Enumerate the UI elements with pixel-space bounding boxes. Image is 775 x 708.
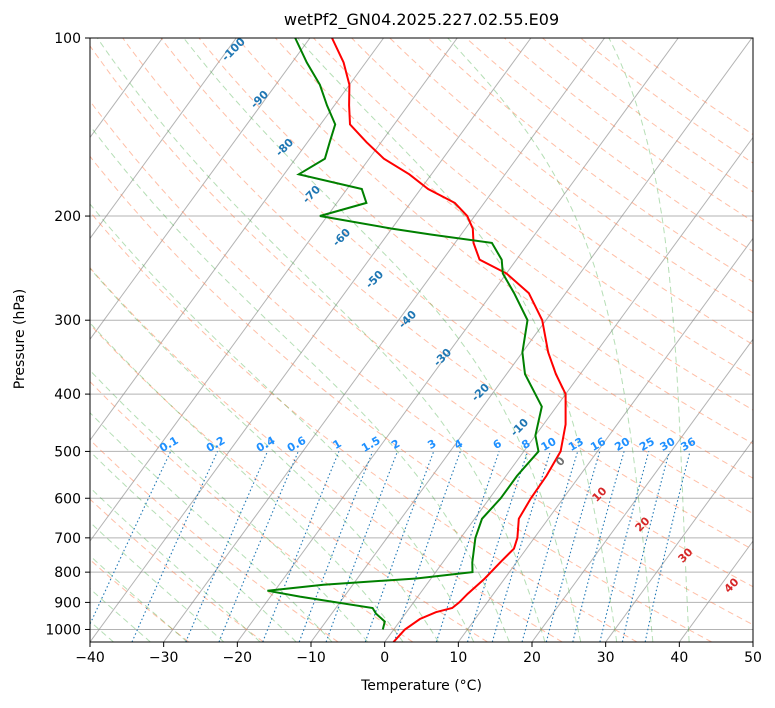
dry-adiabat-line [465,38,753,252]
mixing-ratio-line [466,451,529,642]
y-tick-label: 500 [54,444,81,460]
moist-adiabat-line [90,203,475,642]
dry-adiabat-line [122,38,753,551]
y-tick-label: 200 [54,209,81,225]
isotherm-line [90,38,237,240]
dry-adiabat-line [90,323,488,642]
moist-adiabat-line [90,588,151,642]
mixing-ratio-line [621,451,670,642]
moist-adiabats [90,38,690,642]
dry-adiabat-line [90,100,753,626]
x-tick-label: −10 [296,650,326,666]
dry-adiabats [90,38,753,642]
dry-adiabat-line [90,498,264,642]
moist-adiabat-line [96,38,546,642]
mixing-ratio-line [491,451,551,642]
moist-adiabat-line [90,486,261,642]
x-tick-label: −20 [223,650,253,666]
moist-adiabat-line [90,369,368,642]
x-tick-label: −40 [75,650,105,666]
dry-adiabat-line [90,45,753,588]
profile-series [267,38,567,642]
mixing-ratio-line [131,451,219,642]
x-tick-label: −30 [149,650,179,666]
mixing-ratio-line [545,451,601,642]
isotherm-line [384,136,753,642]
moist-adiabat-line [90,450,297,642]
isotherm-line [90,38,532,642]
x-tick-label: 20 [523,650,541,666]
temperature-line [331,38,567,642]
mixing-ratio-line [521,451,579,642]
dry-adiabat-line [90,211,638,642]
dry-adiabat-line [427,38,753,283]
isotherm-line [236,38,679,642]
grid-lines [90,38,753,642]
y-tick-label: 700 [54,531,81,547]
moist-adiabat-line [608,38,690,642]
x-tick-label: 10 [449,650,467,666]
moist-adiabat-line [90,322,404,642]
y-tick-label: 800 [54,565,81,581]
x-tick-label: 50 [744,650,762,666]
dry-adiabat-line [160,38,753,515]
dry-adiabat-line [198,38,753,479]
mixing-ratio-line [393,451,461,642]
moist-adiabat-line [447,38,654,642]
moist-adiabat-line [297,38,618,642]
y-tick-label: 1000 [45,622,81,638]
isotherm-line [457,237,753,642]
y-tick-label: 100 [54,31,81,47]
chart-title: wetPf2_GN04.2025.227.02.55.E09 [283,10,560,29]
y-tick-label: 400 [54,387,81,403]
mixing-ratio-lines [90,451,691,642]
mixing-ratio-line [90,451,172,626]
dry-adiabat-line [90,267,563,642]
dry-adiabat-line [90,155,712,642]
moist-adiabat-line [90,124,510,642]
y-axis-label: Pressure (hPa) [12,288,28,390]
dry-adiabat-line [503,38,753,222]
moist-adiabat-line [90,267,439,642]
dry-adiabat-line [90,381,414,642]
dry-adiabat-line [236,38,753,445]
mixing-ratio-line [572,451,625,642]
y-tick-label: 600 [54,491,81,507]
isotherm-line [163,38,605,642]
x-tick-label: 30 [597,650,615,666]
moist-adiabat-line [90,521,225,642]
isotherm-line [531,338,753,642]
plot-frame [89,37,754,643]
mixing-ratio-line [644,451,691,642]
mixing-ratio-line [599,451,650,642]
y-tick-label: 300 [54,313,81,329]
x-tick-label: 0 [380,650,389,666]
mixing-ratio-line [185,451,269,642]
moist-adiabat-line [90,555,188,642]
dry-adiabat-line [389,38,753,314]
x-axis-label: Temperature (°C) [361,678,482,694]
dry-adiabat-line [275,38,753,411]
isotherm-line [90,38,384,442]
mixing-ratio-line [325,451,399,642]
y-tick-label: 900 [54,595,81,611]
axes-ticks: −40 −30 −20 −10 0 10 20 30 40 50 100 200 300 400 500 60… [45,31,762,666]
x-tick-label: 40 [670,650,688,666]
isotherm-line [90,38,458,542]
isotherm-line [605,439,753,642]
dewpoint-line [267,38,543,630]
isotherm-line [90,38,311,341]
mixing-ratio-line [364,451,435,642]
